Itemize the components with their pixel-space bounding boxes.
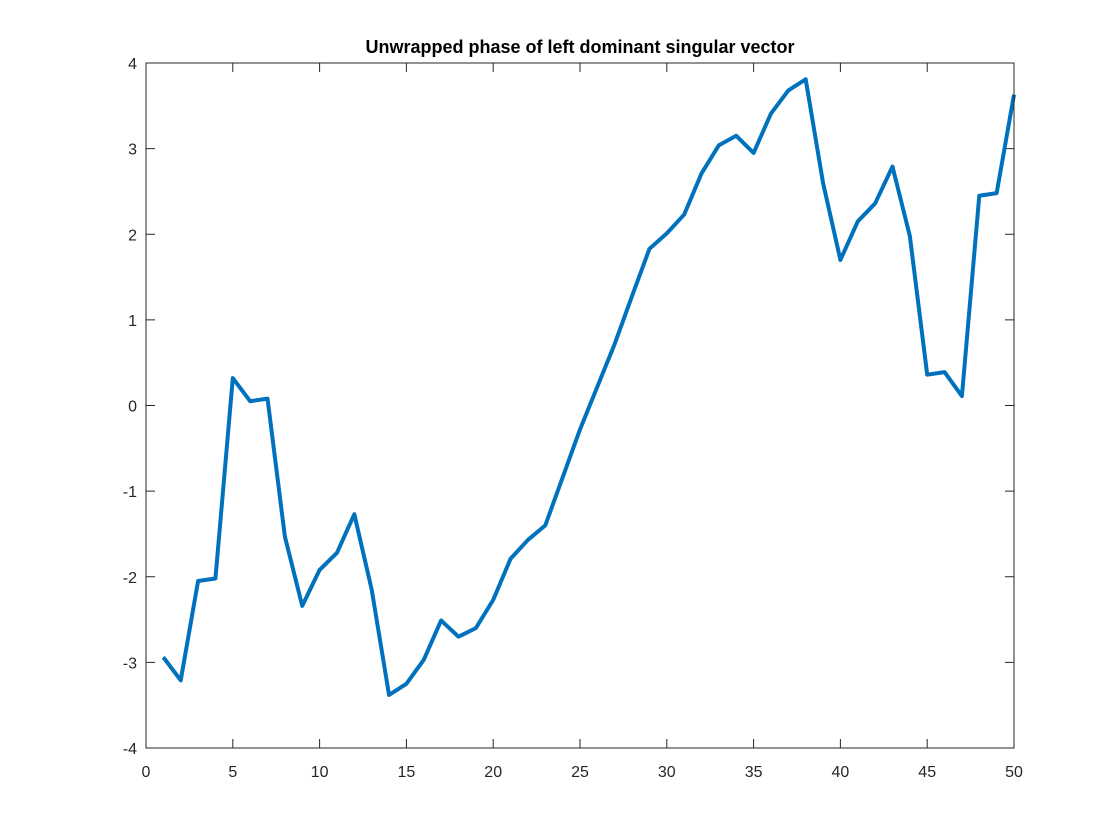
data-point (423, 659, 425, 661)
x-tick-label: 20 (484, 764, 502, 781)
data-point (353, 513, 355, 515)
x-tick-label: 40 (832, 764, 850, 781)
data-point (405, 683, 407, 685)
data-point (319, 569, 321, 571)
data-point (701, 172, 703, 174)
x-tick-label: 5 (228, 764, 237, 781)
data-point (180, 679, 182, 681)
data-point (822, 182, 824, 184)
data-point (891, 166, 893, 168)
data-point (683, 214, 685, 216)
data-point (614, 343, 616, 345)
data-point (839, 259, 841, 261)
y-tick-label: 4 (128, 56, 137, 73)
y-tick-label: -3 (123, 655, 137, 672)
y-tick-label: 1 (128, 313, 137, 330)
data-point (787, 89, 789, 91)
data-point (996, 192, 998, 194)
data-point (874, 202, 876, 204)
series-line (161, 77, 1016, 697)
data-point (579, 428, 581, 430)
data-point (596, 386, 598, 388)
data-point (284, 536, 286, 538)
data-point (457, 636, 459, 638)
y-tick-label: 0 (128, 399, 137, 416)
x-tick-label: 35 (745, 764, 763, 781)
data-point (301, 605, 303, 607)
data-point (388, 694, 390, 696)
data-point (631, 295, 633, 297)
data-point (527, 539, 529, 541)
data-point (162, 656, 164, 658)
data-point (336, 552, 338, 554)
data-point (770, 113, 772, 115)
data-point (944, 371, 946, 373)
y-tick-label: -4 (123, 741, 137, 758)
x-tick-label: 0 (142, 764, 151, 781)
y-tick-label: -1 (123, 484, 137, 501)
data-point (214, 577, 216, 579)
series-layer (161, 77, 1016, 697)
data-point (666, 232, 668, 234)
data-point (544, 524, 546, 526)
tick-labels: 0 5 10 15 20 25 30 35 40 45 50 -4 -3 -2 -1 0 1 2 3 4 (123, 56, 1023, 781)
data-point (492, 599, 494, 601)
data-point (718, 144, 720, 146)
data-point (735, 135, 737, 137)
data-point (440, 619, 442, 621)
plot-area (146, 63, 1014, 748)
data-point (475, 627, 477, 629)
chart-title: Unwrapped phase of left dominant singula… (365, 37, 794, 57)
x-tick-label: 50 (1005, 764, 1023, 781)
data-point (562, 476, 564, 478)
data-point (909, 235, 911, 237)
x-tick-label: 15 (398, 764, 416, 781)
axes-box (145, 62, 1015, 749)
data-point (232, 377, 234, 379)
y-tick-label: -2 (123, 570, 137, 587)
y-tick-label: 2 (128, 227, 137, 244)
data-point (857, 220, 859, 222)
data-point (978, 195, 980, 197)
data-point (267, 398, 269, 400)
data-point (510, 558, 512, 560)
x-tick-label: 10 (311, 764, 329, 781)
data-point (371, 589, 373, 591)
data-point (753, 152, 755, 154)
x-tick-label: 25 (571, 764, 589, 781)
data-point (805, 78, 807, 80)
data-point (648, 248, 650, 250)
data-point (961, 395, 963, 397)
x-tick-label: 30 (658, 764, 676, 781)
data-point (197, 580, 199, 582)
y-tick-label: 3 (128, 142, 137, 159)
data-point (249, 400, 251, 402)
x-tick-label: 45 (918, 764, 936, 781)
data-point (926, 374, 928, 376)
